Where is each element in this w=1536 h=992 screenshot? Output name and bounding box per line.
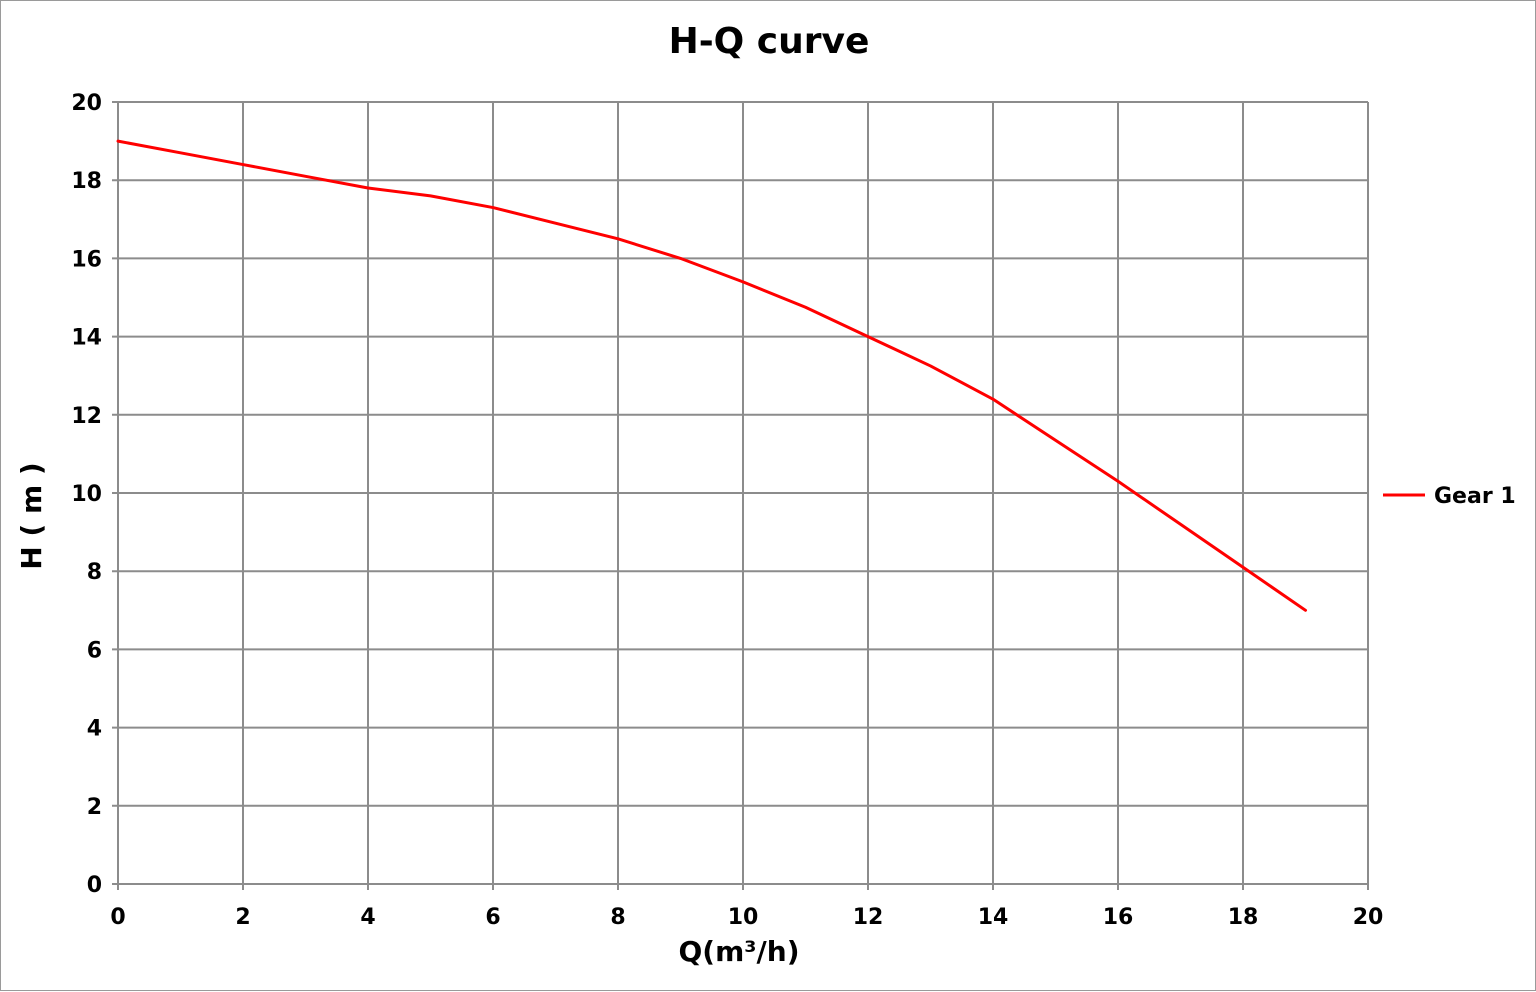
x-tick-label: 10 <box>728 905 759 930</box>
x-tick-label: 18 <box>1228 905 1259 930</box>
x-tick-label: 0 <box>110 905 125 930</box>
x-tick-label: 14 <box>978 905 1009 930</box>
y-tick-label: 6 <box>87 638 102 663</box>
y-tick-label: 16 <box>71 247 102 272</box>
x-axis-title: Q(m³/h) <box>679 935 800 968</box>
y-tick-label: 12 <box>71 404 102 429</box>
series-lines <box>116 139 1307 612</box>
x-tick-label: 8 <box>610 905 625 930</box>
y-tick-label: 18 <box>71 169 102 194</box>
x-tick-label: 12 <box>853 905 884 930</box>
tick-labels: 0 2 4 6 8 10 12 14 16 18 20 0 2 4 6 8 10 12 14 16 18 20 <box>71 91 1383 930</box>
x-tick-label: 4 <box>360 905 375 930</box>
x-tick-label: 6 <box>485 905 500 930</box>
y-tick-label: 14 <box>71 326 102 351</box>
x-tick-label: 16 <box>1103 905 1134 930</box>
y-tick-label: 10 <box>71 482 102 507</box>
y-tick-label: 8 <box>87 560 102 585</box>
y-tick-label: 0 <box>87 873 102 898</box>
chart-title: H-Q curve <box>669 21 870 62</box>
y-tick-label: 20 <box>71 91 102 116</box>
legend-label: Gear 1 <box>1434 484 1516 509</box>
y-tick-label: 2 <box>87 795 102 820</box>
y-axis-title: H ( m ) <box>15 462 48 569</box>
x-tick-label: 2 <box>235 905 250 930</box>
series-line-gear-1 <box>116 139 1307 612</box>
grid-lines <box>112 101 1369 890</box>
legend: Gear 1 <box>1383 484 1516 509</box>
x-tick-label: 20 <box>1353 905 1384 930</box>
y-tick-label: 4 <box>87 717 102 742</box>
